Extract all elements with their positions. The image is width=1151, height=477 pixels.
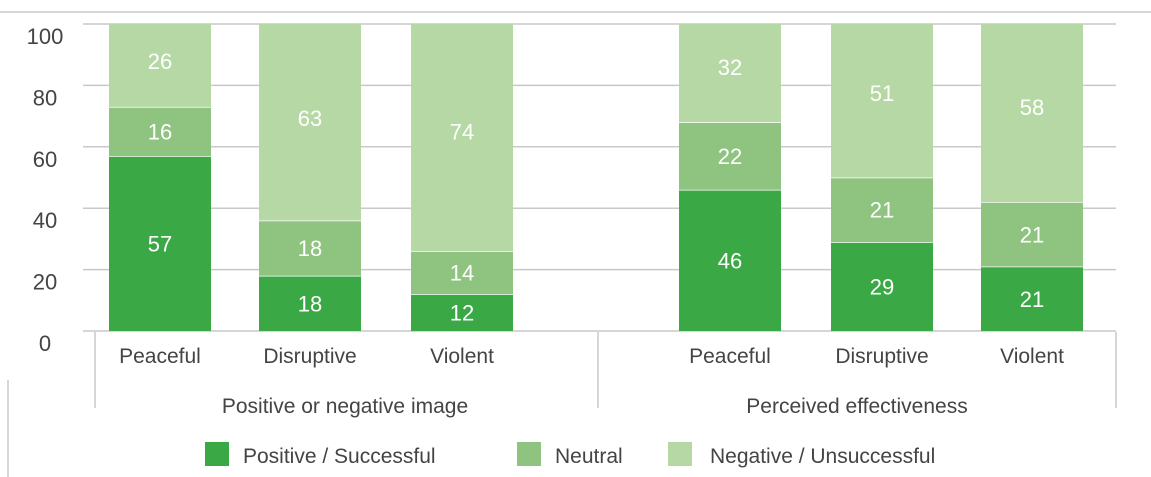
- y-tick-label: 20: [33, 270, 57, 295]
- bar-segment: [679, 189, 781, 331]
- bar-segment: [109, 106, 211, 157]
- bar-value-label: 18: [298, 236, 322, 261]
- y-tick-label: 60: [33, 147, 57, 172]
- x-axis: Peaceful Disruptive Violent Peaceful Disrupt…: [94, 332, 1117, 418]
- bar-value-label: 18: [298, 291, 322, 316]
- bar-value-label: 29: [870, 274, 894, 299]
- bar-segment: [981, 266, 1083, 331]
- x-group-label: Perceived effectiveness: [746, 395, 967, 418]
- y-axis: 0 20 40 60 80 100: [27, 24, 64, 356]
- x-category-label: Peaceful: [119, 345, 201, 368]
- bar-segment: [981, 202, 1083, 267]
- legend-label: Positive / Successful: [243, 445, 436, 468]
- bar-segment: [831, 24, 933, 178]
- legend-swatch: [517, 442, 541, 466]
- bar-value-label: 32: [718, 55, 742, 80]
- y-tick-label: 40: [33, 208, 57, 233]
- bar-value-label: 12: [450, 301, 474, 326]
- bar-segment: [109, 24, 211, 107]
- x-category-label: Violent: [430, 345, 494, 368]
- legend-label: Neutral: [555, 445, 623, 468]
- bar-segment: [259, 220, 361, 276]
- bar-segment: [109, 156, 211, 331]
- legend-swatch: [205, 442, 229, 466]
- bar-value-label: 16: [148, 119, 172, 144]
- bar-value-label: 63: [298, 106, 322, 131]
- bar-value-label: 58: [1020, 95, 1044, 120]
- bar-segment: [411, 294, 513, 331]
- bar-value-label: 74: [450, 120, 474, 145]
- bar-segment: [679, 24, 781, 123]
- legend: Positive / Successful Neutral Negative / U…: [205, 442, 935, 468]
- bar-value-label: 21: [870, 198, 894, 223]
- bar-segment: [831, 177, 933, 242]
- bar-value-label: 46: [718, 248, 742, 273]
- bar-segment: [679, 122, 781, 190]
- bar-value-label: 26: [148, 49, 172, 74]
- bar-value-label: 57: [148, 232, 172, 257]
- bar-segment: [831, 241, 933, 331]
- bar-value-label: 14: [450, 261, 474, 286]
- bar-value-label: 22: [718, 144, 742, 169]
- bar-segment: [259, 24, 361, 221]
- legend-label: Negative / Unsuccessful: [710, 445, 935, 468]
- legend-swatch: [668, 442, 692, 466]
- y-tick-label: 0: [39, 331, 51, 356]
- x-category-label: Disruptive: [835, 345, 928, 368]
- bar-segment: [411, 24, 513, 252]
- bar-value-label: 21: [1020, 287, 1044, 312]
- x-category-label: Disruptive: [263, 345, 356, 368]
- bar-segment: [981, 24, 1083, 203]
- x-group-label: Positive or negative image: [222, 395, 468, 418]
- y-tick-label: 80: [33, 85, 57, 110]
- gridlines: [83, 23, 1116, 332]
- x-category-label: Peaceful: [689, 345, 771, 368]
- bar-segment: [259, 275, 361, 331]
- bar-value-label: 51: [870, 81, 894, 106]
- bar-value-label: 21: [1020, 222, 1044, 247]
- bars: 57 16 26 18 18 63 12 14 74 46 22 32 29 21 51 21 21 58: [109, 24, 1083, 331]
- x-category-label: Violent: [1000, 345, 1064, 368]
- bar-segment: [411, 251, 513, 295]
- y-tick-label: 100: [27, 24, 64, 49]
